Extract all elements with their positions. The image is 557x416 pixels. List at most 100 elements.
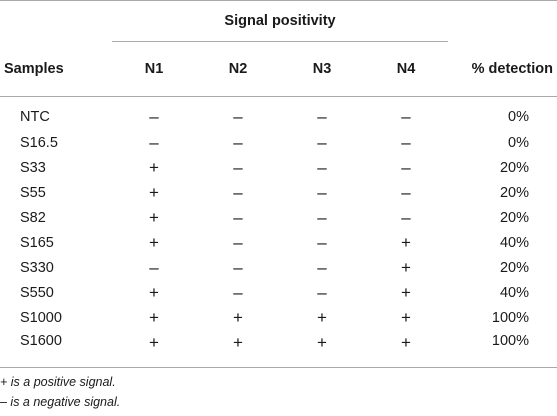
- sample-cell: S550: [20, 284, 54, 301]
- n2-cell: –: [196, 130, 280, 155]
- n1-cell: +: [112, 230, 196, 255]
- signal-symbol: –: [233, 157, 243, 177]
- signal-symbol: –: [401, 157, 411, 177]
- signal-positivity-table: Signal positivity Samples N1 N2 N3 N4 % …: [0, 0, 557, 368]
- detection-cell: 20%: [499, 159, 529, 176]
- table-row: S1000 + + + + 100%: [0, 305, 557, 330]
- signal-symbol: –: [233, 106, 243, 126]
- n3-cell: –: [280, 205, 364, 230]
- n3-cell: +: [280, 305, 364, 330]
- n1-cell: +: [112, 305, 196, 330]
- n4-cell: –: [364, 155, 448, 180]
- detection-cell: 40%: [499, 234, 529, 251]
- detection-cell: 20%: [499, 209, 529, 226]
- sample-cell: S1000: [20, 309, 62, 326]
- sample-cell: NTC: [20, 108, 50, 125]
- column-header-detection: % detection: [448, 41, 557, 97]
- n1-cell: –: [112, 97, 196, 131]
- n1-cell: +: [112, 155, 196, 180]
- signal-symbol: +: [149, 282, 159, 302]
- n3-cell: –: [280, 130, 364, 155]
- signal-symbol: +: [149, 157, 159, 177]
- n3-cell: –: [280, 280, 364, 305]
- signal-symbol: –: [317, 282, 327, 302]
- signal-symbol: +: [401, 282, 411, 302]
- detection-cell: 0%: [508, 134, 529, 151]
- signal-symbol: –: [401, 207, 411, 227]
- footnote-negative: – is a negative signal.: [0, 395, 121, 409]
- column-header-n3: N3: [280, 41, 364, 97]
- detection-cell: 100%: [448, 330, 557, 368]
- n4-cell: +: [364, 255, 448, 280]
- n1-cell: +: [112, 205, 196, 230]
- n2-cell: –: [196, 205, 280, 230]
- signal-symbol: –: [317, 106, 327, 126]
- n2-cell: –: [196, 180, 280, 205]
- n1-cell: +: [112, 280, 196, 305]
- signal-symbol: –: [317, 207, 327, 227]
- column-header-samples: Samples: [0, 41, 112, 97]
- signal-symbol: –: [317, 132, 327, 152]
- table-row: S330 – – – + 20%: [0, 255, 557, 280]
- detection-cell: 20%: [499, 184, 529, 201]
- table-footnotes: + is a positive signal. – is a negative …: [0, 372, 120, 412]
- table-row: S1600 + + + + 100%: [0, 330, 557, 368]
- signal-symbol: –: [401, 106, 411, 126]
- signal-symbol: +: [149, 232, 159, 252]
- table-row: S165 + – – + 40%: [0, 230, 557, 255]
- table-row: S82 + – – – 20%: [0, 205, 557, 230]
- signal-symbol: +: [401, 307, 411, 327]
- table-title: Signal positivity: [112, 0, 448, 42]
- signal-symbol: –: [233, 282, 243, 302]
- signal-symbol: –: [233, 207, 243, 227]
- signal-symbol: –: [233, 132, 243, 152]
- signal-symbol: –: [233, 182, 243, 202]
- sample-cell: S16.5: [20, 134, 58, 151]
- column-header-n1: N1: [112, 41, 196, 97]
- signal-symbol: –: [233, 257, 243, 277]
- n4-cell: +: [364, 305, 448, 330]
- signal-symbol: +: [401, 232, 411, 252]
- sample-cell: S1600: [0, 330, 112, 368]
- table-row: NTC – – – – 0%: [0, 97, 557, 131]
- n4-cell: –: [364, 130, 448, 155]
- column-header-n2: N2: [196, 41, 280, 97]
- signal-symbol: +: [401, 257, 411, 277]
- n4-cell: –: [364, 205, 448, 230]
- n1-cell: +: [112, 330, 196, 368]
- signal-symbol: +: [233, 307, 243, 327]
- signal-symbol: +: [149, 207, 159, 227]
- signal-symbol: –: [401, 132, 411, 152]
- results-table-container: Signal positivity Samples N1 N2 N3 N4 % …: [0, 0, 557, 368]
- n1-cell: –: [112, 130, 196, 155]
- table-row: S33 + – – – 20%: [0, 155, 557, 180]
- signal-symbol: +: [149, 333, 159, 352]
- n4-cell: –: [364, 180, 448, 205]
- n2-cell: –: [196, 280, 280, 305]
- table-row: S16.5 – – – – 0%: [0, 130, 557, 155]
- n3-cell: –: [280, 255, 364, 280]
- signal-symbol: +: [401, 333, 411, 352]
- signal-symbol: –: [149, 257, 159, 277]
- signal-symbol: –: [317, 257, 327, 277]
- n4-cell: +: [364, 230, 448, 255]
- signal-symbol: –: [149, 132, 159, 152]
- signal-symbol: –: [317, 232, 327, 252]
- sample-cell: S55: [20, 184, 46, 201]
- detection-cell: 0%: [508, 108, 529, 125]
- signal-symbol: –: [233, 232, 243, 252]
- n2-cell: +: [196, 305, 280, 330]
- detection-cell: 40%: [499, 284, 529, 301]
- title-spacer-left: [0, 0, 112, 42]
- detection-cell: 100%: [491, 309, 529, 326]
- signal-symbol: +: [317, 333, 327, 352]
- signal-symbol: +: [149, 307, 159, 327]
- n4-cell: +: [364, 280, 448, 305]
- footnote-positive: + is a positive signal.: [0, 375, 116, 389]
- signal-symbol: +: [317, 307, 327, 327]
- sample-cell: S165: [20, 234, 54, 251]
- detection-cell: 20%: [499, 259, 529, 276]
- sample-cell: S330: [20, 259, 54, 276]
- n3-cell: –: [280, 155, 364, 180]
- n1-cell: –: [112, 255, 196, 280]
